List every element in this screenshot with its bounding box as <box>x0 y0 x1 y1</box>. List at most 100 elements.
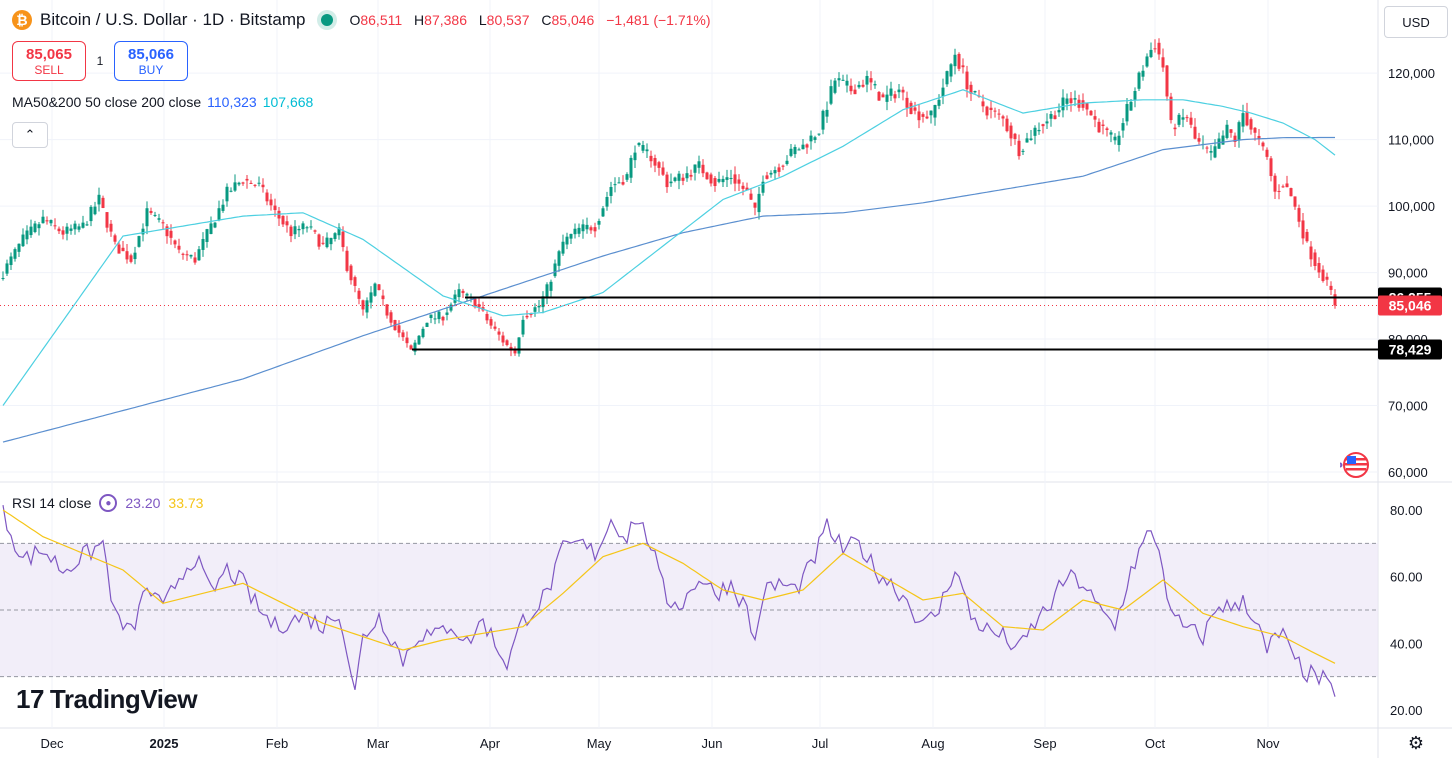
price-label-box <box>1378 339 1442 360</box>
candle-body <box>1109 132 1113 135</box>
sell-price: 85,065 <box>26 45 72 63</box>
candle-body <box>309 226 313 228</box>
symbol-title[interactable]: Bitcoin / U.S. Dollar · 1D · Bitstamp <box>40 10 306 29</box>
candle-body <box>1045 121 1049 124</box>
candle-body <box>37 224 41 229</box>
candle-body <box>485 313 489 321</box>
open-value: 86,511 <box>360 12 403 28</box>
candle-body <box>229 190 233 192</box>
candle-body <box>473 298 477 308</box>
candle-body <box>45 220 49 222</box>
candle-body <box>81 222 85 228</box>
candle-body <box>133 252 137 260</box>
candle-body <box>797 149 801 151</box>
candle-body <box>149 210 153 213</box>
candle-body <box>441 316 445 321</box>
candle-body <box>1273 175 1277 192</box>
candle-body <box>617 182 621 184</box>
candle-body <box>221 204 225 211</box>
candle-body <box>365 300 369 313</box>
candle-body <box>865 75 869 85</box>
candle-body <box>389 312 393 323</box>
candle-body <box>1017 140 1021 157</box>
tradingview-logo[interactable]: 17 TradingView <box>16 684 198 715</box>
rsi-ma-line <box>2 509 1336 664</box>
candle-body <box>973 90 977 93</box>
rsi-indicator-legend[interactable]: RSI 14 close ● 23.20 33.73 <box>12 494 203 512</box>
candle-body <box>1173 127 1177 130</box>
sell-button[interactable]: 85,065 SELL <box>12 41 86 81</box>
candle-body <box>629 157 633 178</box>
candle-body <box>293 226 297 235</box>
candle-body <box>889 88 893 96</box>
candle-body <box>1237 122 1241 140</box>
close-value: 85,046 <box>551 12 595 28</box>
currency-selector[interactable]: USD <box>1384 6 1448 38</box>
candle-body <box>25 230 29 240</box>
rsi-label: RSI 14 close <box>12 495 92 511</box>
buy-button[interactable]: 85,066 BUY <box>114 41 188 81</box>
candle-body <box>109 223 113 232</box>
ma-indicator-legend[interactable]: MA50&200 50 close 200 close 110,323 107,66… <box>12 94 313 110</box>
candle-body <box>213 222 217 228</box>
candle-body <box>913 107 917 111</box>
candle-body <box>805 144 809 148</box>
candle-body <box>641 145 645 151</box>
candle-body <box>493 326 497 329</box>
candle-body <box>1049 114 1053 119</box>
candle-body <box>789 148 793 156</box>
candle-body <box>625 174 629 180</box>
candle-body <box>1269 158 1273 177</box>
candle-body <box>1085 102 1089 110</box>
candle-body <box>725 177 729 180</box>
candle-body <box>541 296 545 308</box>
candle-body <box>849 85 853 92</box>
indicator-icon[interactable]: ● <box>99 494 118 512</box>
candle-body <box>397 325 401 333</box>
candle-body <box>1217 138 1221 149</box>
candle-body <box>1005 118 1009 132</box>
candle-body <box>1089 110 1093 116</box>
price-tick-label: 100,000 <box>1388 199 1435 214</box>
candle-body <box>637 142 641 146</box>
spread-value: 1 <box>96 54 104 68</box>
ma50-line <box>2 89 1336 406</box>
candle-body <box>457 289 461 298</box>
candle-body <box>477 304 481 308</box>
price-label-text: 78,429 <box>1389 342 1432 358</box>
candle-body <box>873 84 877 86</box>
candle-body <box>1121 123 1125 131</box>
candle-body <box>733 174 737 184</box>
time-tick-label: Jun <box>702 736 723 751</box>
ma-label: MA50&200 50 close 200 close <box>12 94 202 110</box>
candle-body <box>185 254 189 256</box>
candle-body <box>353 277 357 286</box>
gear-icon[interactable]: ⚙ <box>1407 732 1425 753</box>
candle-body <box>5 263 9 274</box>
candle-body <box>217 208 221 220</box>
candle-body <box>1257 135 1261 140</box>
candle-body <box>981 101 985 107</box>
candle-body <box>205 229 209 242</box>
us-flag-icon[interactable] <box>1340 452 1370 478</box>
candle-body <box>633 152 637 161</box>
candle-body <box>13 249 17 259</box>
candle-body <box>29 226 33 236</box>
candle-body <box>17 243 21 252</box>
candle-body <box>265 192 269 202</box>
candle-body <box>177 245 181 250</box>
candle-body <box>369 292 373 303</box>
candle-body <box>141 228 145 235</box>
candle-body <box>529 313 533 315</box>
time-tick-label: Jul <box>812 736 829 751</box>
symbol-legend: ₿ Bitcoin / U.S. Dollar · 1D · Bitstamp … <box>12 10 719 30</box>
candle-body <box>193 257 197 263</box>
candle-body <box>261 184 265 188</box>
candle-body <box>825 109 829 117</box>
rsi-value: 23.20 <box>125 495 161 511</box>
chevron-up-icon[interactable]: ⌃ <box>12 122 48 148</box>
candle-body <box>545 284 549 298</box>
candle-body <box>845 80 849 86</box>
market-status-indicator[interactable] <box>321 14 334 26</box>
